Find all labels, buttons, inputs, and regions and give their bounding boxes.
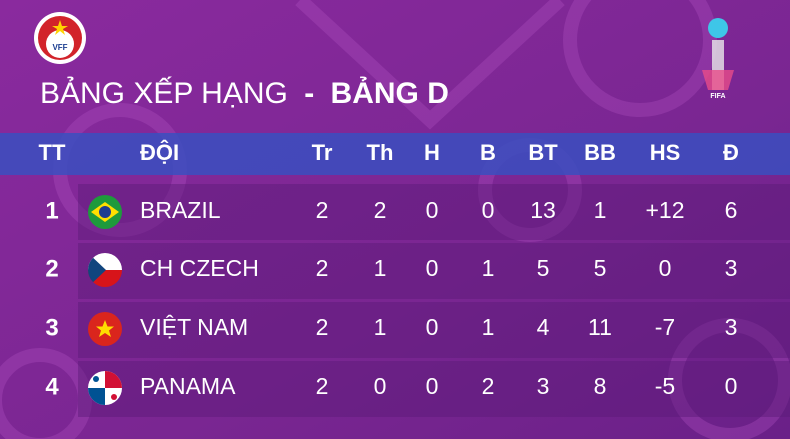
column-header: ĐỘI <box>140 140 179 165</box>
column-header: HS <box>650 140 681 165</box>
team-name: PANAMA <box>140 373 236 399</box>
cell: 1 <box>482 255 495 281</box>
vff-logo: VFF <box>34 12 86 64</box>
column-header: Đ <box>723 140 739 165</box>
team-name: BRAZIL <box>140 197 221 223</box>
cell: 1 <box>374 255 387 281</box>
flag-brazil <box>88 195 122 229</box>
fifa-logo: FIFA <box>702 18 734 100</box>
row-bands <box>78 184 790 417</box>
cell: 13 <box>530 197 556 223</box>
cell: 11 <box>588 314 612 340</box>
cell: 0 <box>426 197 439 223</box>
cell: 3 <box>725 255 738 281</box>
cell: 1 <box>594 197 607 223</box>
title-main: BẢNG XẾP HẠNG <box>40 76 288 110</box>
cell: 3 <box>725 314 738 340</box>
team-name: VIỆT NAM <box>140 314 248 340</box>
cell: 4 <box>45 373 59 400</box>
header-band <box>0 133 790 175</box>
cell: 1 <box>45 197 58 224</box>
row-band <box>78 302 790 358</box>
cell: 0 <box>659 255 672 281</box>
title-separator: - <box>304 77 314 110</box>
cell: -7 <box>655 314 675 340</box>
table: TT ĐỘI Tr Th H B BT BB HS Đ1 BRAZIL 2 2 0 0 13 1 +12 62 CH … <box>39 140 739 401</box>
cell: 3 <box>537 373 550 399</box>
cell: +12 <box>645 197 684 223</box>
cell: 5 <box>537 255 550 281</box>
cell: 2 <box>482 373 495 399</box>
flags <box>88 195 122 405</box>
cell: 2 <box>45 255 58 282</box>
column-header: Tr <box>312 140 333 165</box>
cell: -5 <box>655 373 675 399</box>
title-group: BẢNG D <box>331 76 449 110</box>
cell: 2 <box>374 197 387 223</box>
cell: 1 <box>374 314 387 340</box>
column-header: Th <box>367 140 394 165</box>
cell: 2 <box>316 255 329 281</box>
vff-logo-text: VFF <box>52 43 67 52</box>
column-header: H <box>424 140 440 165</box>
cell: 2 <box>316 373 329 399</box>
row-band <box>78 184 790 240</box>
flag-panama <box>88 371 122 405</box>
cell: 2 <box>316 197 329 223</box>
cell: 4 <box>537 314 550 340</box>
row-band <box>78 243 790 299</box>
column-header: BB <box>584 140 616 165</box>
title: BẢNG XẾP HẠNG - BẢNG D <box>40 76 449 110</box>
flag-czech <box>88 253 122 287</box>
cell: 6 <box>725 197 738 223</box>
flag-vietnam <box>88 312 122 346</box>
cell: 2 <box>316 314 329 340</box>
cell: 1 <box>482 314 495 340</box>
cell: 5 <box>594 255 607 281</box>
cell: 0 <box>725 373 738 399</box>
column-header: B <box>480 140 496 165</box>
cell: 0 <box>426 255 439 281</box>
team-name: CH CZECH <box>140 255 259 281</box>
cell: 0 <box>482 197 495 223</box>
row-band <box>78 361 790 417</box>
fifa-logo-text: FIFA <box>710 93 725 100</box>
cell: 0 <box>374 373 387 399</box>
column-header: BT <box>528 140 558 165</box>
column-header: TT <box>39 140 66 165</box>
cell: 0 <box>426 373 439 399</box>
cell: 0 <box>426 314 439 340</box>
cell: 3 <box>45 314 58 341</box>
cell: 8 <box>594 373 607 399</box>
